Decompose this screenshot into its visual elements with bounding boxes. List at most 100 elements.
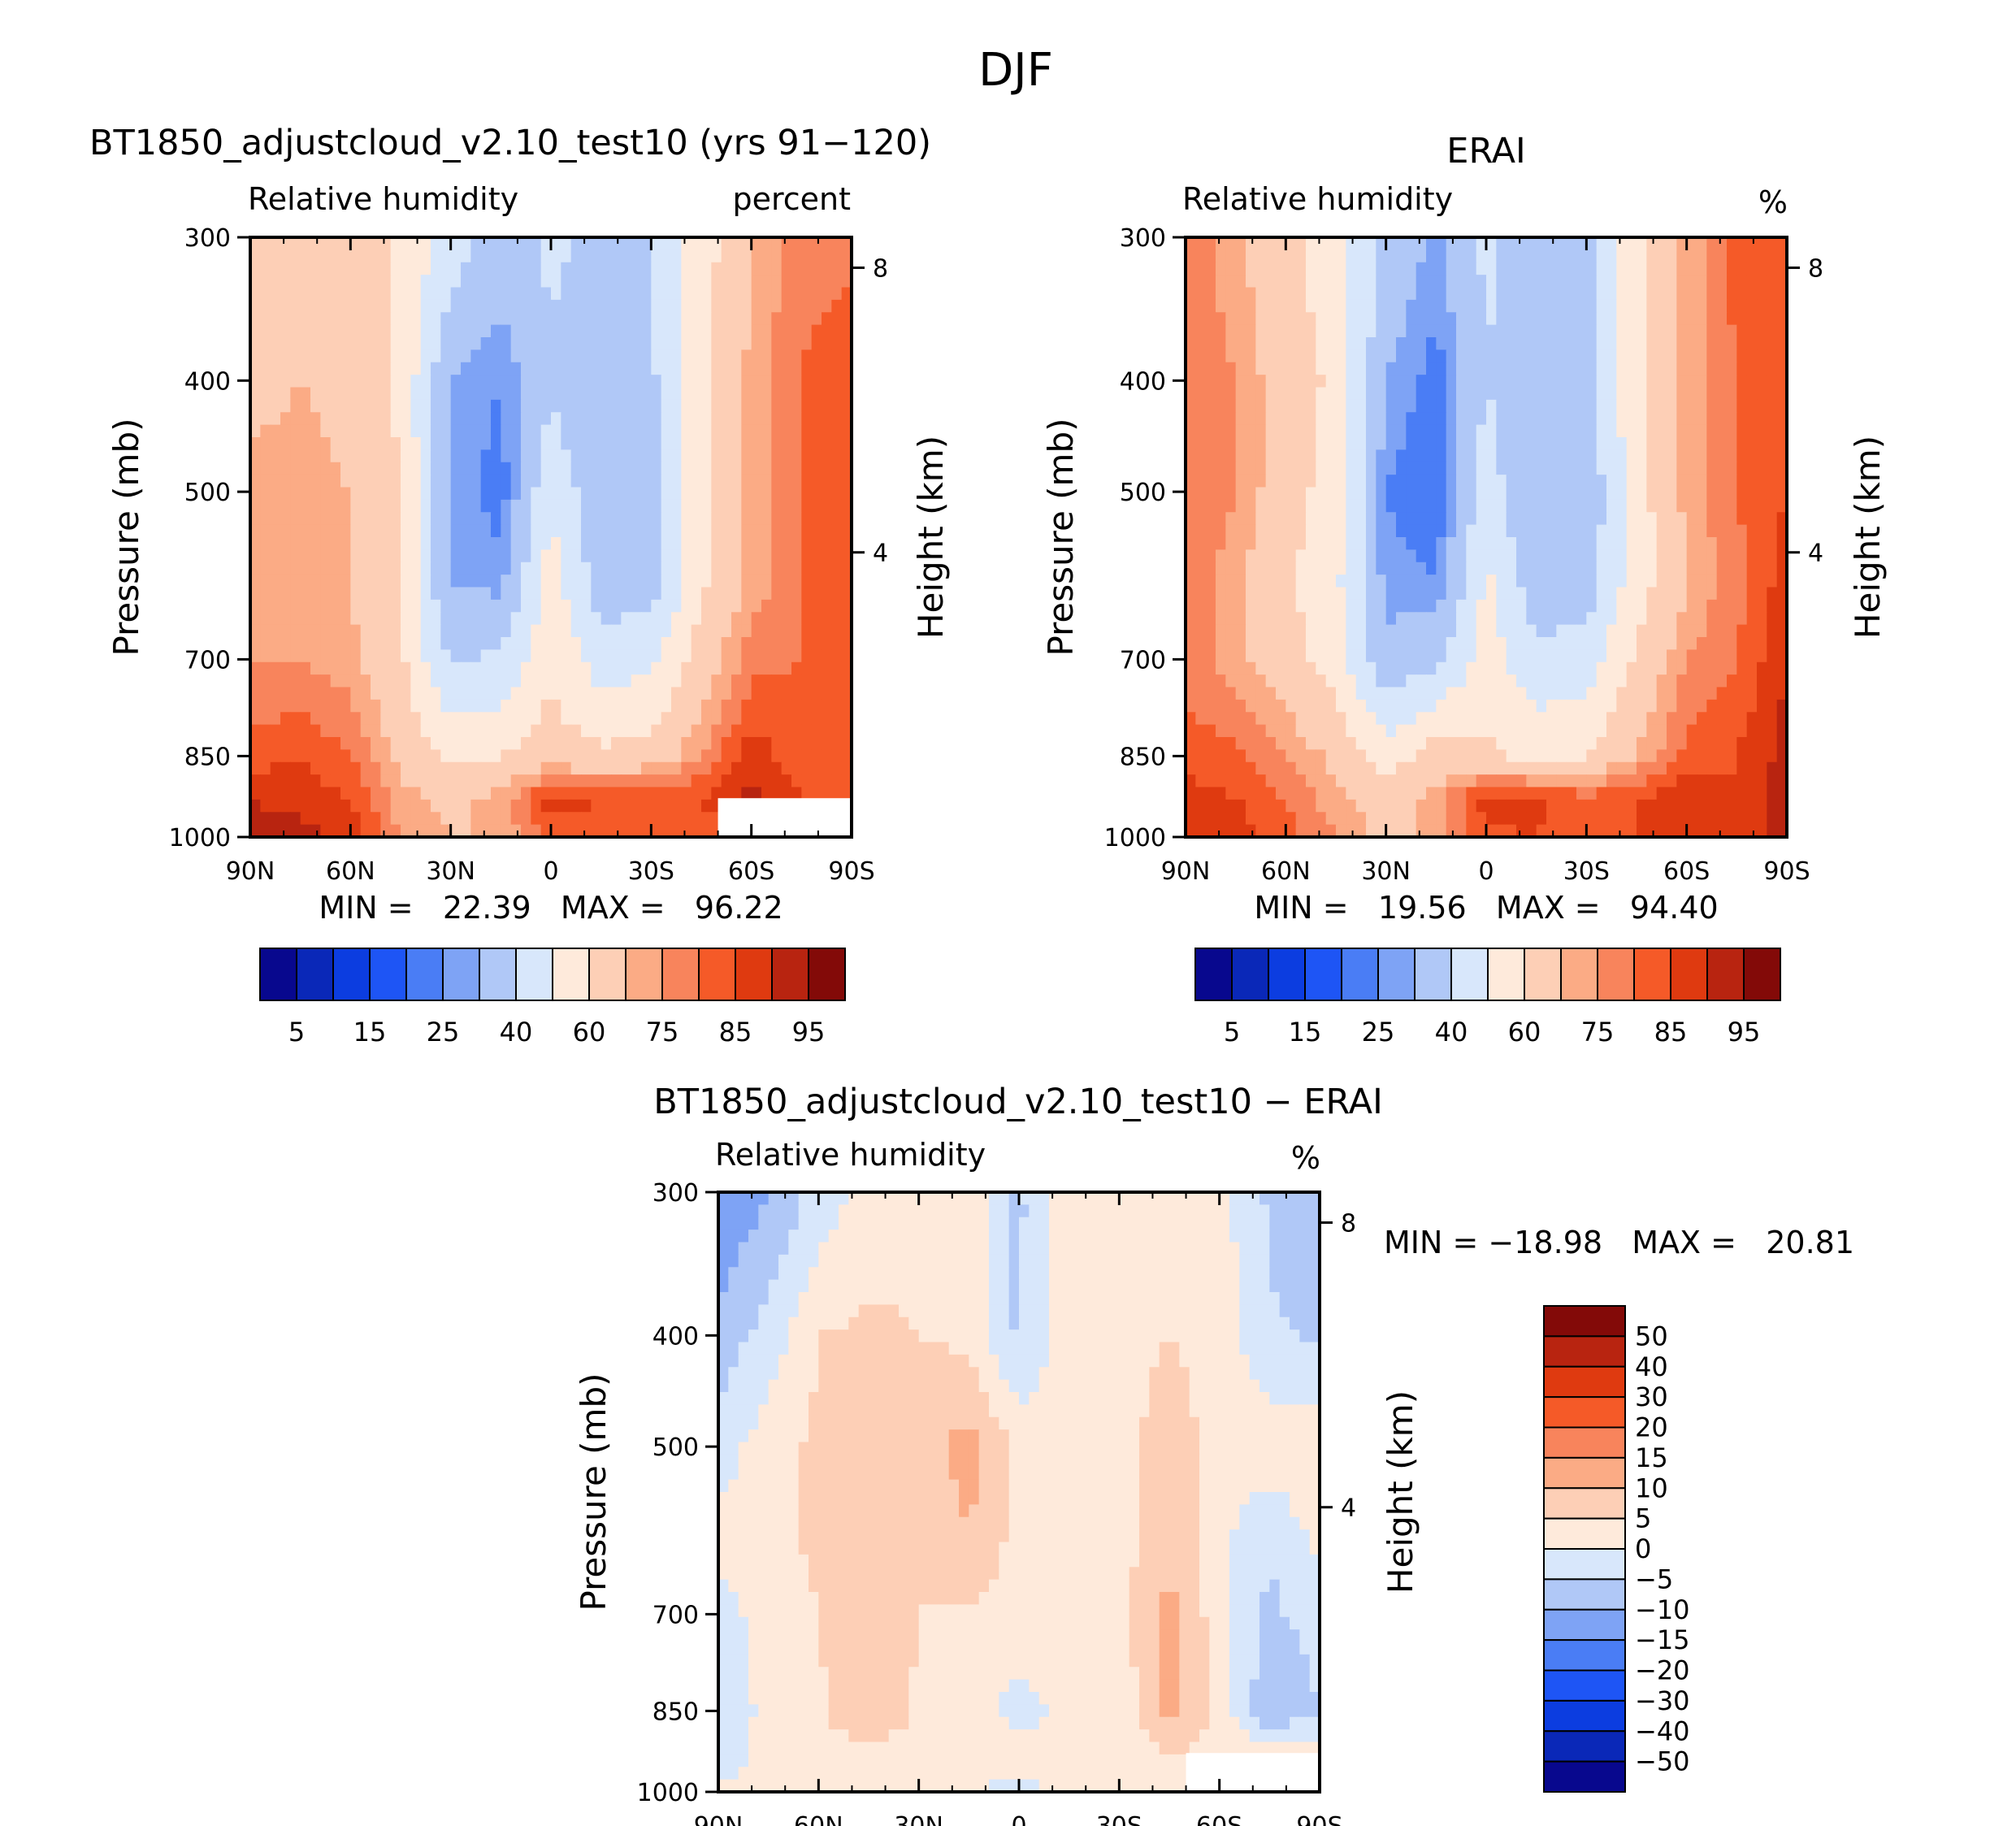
field-cell	[1626, 562, 1637, 575]
field-cell	[260, 761, 271, 775]
field-cell	[791, 549, 802, 563]
field-cell	[711, 324, 722, 338]
field-cell	[371, 512, 381, 526]
field-cell	[1195, 537, 1207, 550]
field-cell	[791, 249, 802, 263]
field-cell	[551, 449, 561, 463]
field-cell	[831, 262, 843, 275]
field-cell	[371, 499, 381, 513]
field-cell	[340, 287, 351, 301]
field-cell	[1355, 649, 1367, 663]
field-cell	[1285, 349, 1297, 363]
field-cell	[280, 674, 291, 688]
field-cell	[491, 761, 501, 775]
field-cell	[1466, 499, 1477, 513]
field-cell	[1406, 499, 1417, 513]
field-cell	[1316, 612, 1327, 626]
field-cell	[440, 437, 452, 450]
field-cell	[470, 337, 482, 350]
field-cell	[360, 737, 371, 750]
field-cell	[561, 549, 572, 563]
field-cell	[621, 412, 632, 426]
field-cell	[1276, 637, 1286, 650]
field-cell	[831, 724, 843, 738]
field-cell	[781, 549, 792, 563]
field-cell	[661, 449, 672, 463]
field-cell	[1697, 437, 1707, 450]
field-cell	[501, 661, 512, 675]
field-cell	[1586, 275, 1598, 288]
field-cell	[1606, 449, 1617, 463]
field-cell	[340, 462, 351, 475]
field-cell	[1626, 499, 1637, 513]
field-cell	[1546, 237, 1557, 250]
field-cell	[611, 737, 622, 750]
field-cell	[701, 799, 712, 813]
field-cell	[1637, 262, 1647, 275]
field-cell	[480, 524, 492, 538]
field-cell	[1626, 524, 1637, 538]
field-cell	[461, 774, 471, 788]
field-cell	[681, 337, 692, 350]
field-cell	[260, 487, 271, 501]
field-cell	[1656, 599, 1667, 613]
field-cell	[501, 699, 512, 713]
field-cell	[1316, 587, 1327, 601]
field-cell	[1767, 312, 1778, 326]
field-cell	[621, 324, 632, 338]
field-cell	[1526, 249, 1537, 263]
field-cell	[1616, 562, 1628, 575]
field-cell	[320, 761, 332, 775]
field-cell	[491, 799, 501, 813]
field-cell	[1306, 324, 1316, 338]
field-cell	[1205, 375, 1216, 388]
field-cell	[410, 249, 422, 263]
field-cell	[561, 537, 572, 550]
field-cell	[1736, 549, 1748, 563]
field-cell	[822, 475, 832, 488]
field-cell	[1576, 499, 1587, 513]
field-cell	[1736, 275, 1748, 288]
field-cell	[1506, 437, 1517, 450]
field-cell	[320, 549, 332, 563]
field-cell	[641, 249, 652, 263]
field-cell	[1706, 562, 1718, 575]
field-cell	[781, 249, 792, 263]
field-cell	[1746, 312, 1758, 326]
field-cell	[1637, 399, 1647, 413]
field-cell	[280, 275, 291, 288]
field-cell	[661, 637, 672, 650]
field-cell	[1385, 412, 1397, 426]
field-cell	[1536, 624, 1547, 638]
field-cell	[360, 649, 371, 663]
field-cell	[1736, 624, 1748, 638]
field-cell	[661, 512, 672, 526]
field-cell	[360, 687, 371, 700]
field-cell	[600, 462, 612, 475]
field-cell	[1586, 412, 1598, 426]
x-tick-label: 90N	[226, 857, 275, 886]
field-cell	[1637, 637, 1647, 650]
field-cell	[841, 349, 852, 363]
field-cell	[350, 475, 362, 488]
field-cell	[761, 512, 772, 526]
field-cell	[540, 624, 552, 638]
field-cell	[1336, 624, 1346, 638]
field-cell	[521, 375, 531, 388]
field-cell	[600, 237, 612, 250]
field-cell	[1376, 375, 1387, 388]
field-cell	[1706, 437, 1718, 450]
field-cell	[1757, 487, 1767, 501]
field-cell	[300, 349, 311, 363]
field-cell	[390, 437, 401, 450]
field-cell	[450, 499, 462, 513]
field-cell	[811, 674, 822, 688]
field-cell	[1556, 512, 1567, 526]
field-cell	[350, 437, 362, 450]
field-cell	[1316, 362, 1327, 375]
field-cell	[751, 462, 762, 475]
field-cell	[581, 487, 592, 501]
field-cell	[551, 249, 561, 263]
field-cell	[1285, 387, 1297, 401]
field-cell	[661, 712, 672, 726]
